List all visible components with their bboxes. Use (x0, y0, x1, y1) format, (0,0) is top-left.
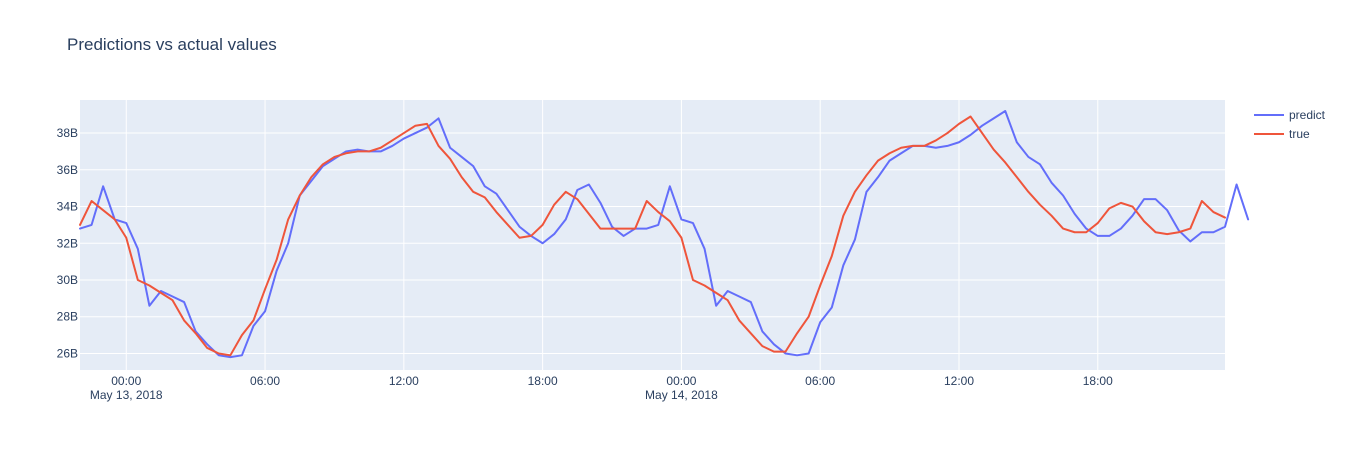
x-tick-date-label: May 14, 2018 (645, 388, 718, 402)
legend-item-predict[interactable]: predict (1254, 108, 1326, 122)
y-tick-label: 26B (57, 346, 78, 360)
y-tick-label: 30B (57, 273, 78, 287)
plot-area (80, 100, 1225, 370)
x-tick-label: 18:00 (1083, 374, 1113, 388)
x-tick-date-label: May 13, 2018 (90, 388, 163, 402)
y-tick-label: 38B (57, 126, 78, 140)
x-tick-label: 06:00 (805, 374, 835, 388)
y-tick-label: 34B (57, 200, 78, 214)
x-tick-label: 12:00 (389, 374, 419, 388)
x-tick-label: 00:00 (666, 374, 696, 388)
y-tick-label: 36B (57, 163, 78, 177)
legend-label: predict (1289, 108, 1326, 122)
series-line-predict[interactable] (79, 110, 1250, 359)
x-tick-label: 06:00 (250, 374, 280, 388)
legend[interactable]: predict true (1254, 108, 1326, 141)
x-tick-label: 18:00 (528, 374, 558, 388)
y-tick-label: 28B (57, 310, 78, 324)
series-line-true[interactable] (79, 115, 1226, 357)
series-lines (79, 110, 1250, 359)
x-tick-label: 00:00 (111, 374, 141, 388)
x-tick-label: 12:00 (944, 374, 974, 388)
chart-title: Predictions vs actual values (67, 35, 277, 54)
legend-item-true[interactable]: true (1254, 127, 1310, 141)
y-tick-label: 32B (57, 236, 78, 250)
legend-label: true (1289, 127, 1310, 141)
